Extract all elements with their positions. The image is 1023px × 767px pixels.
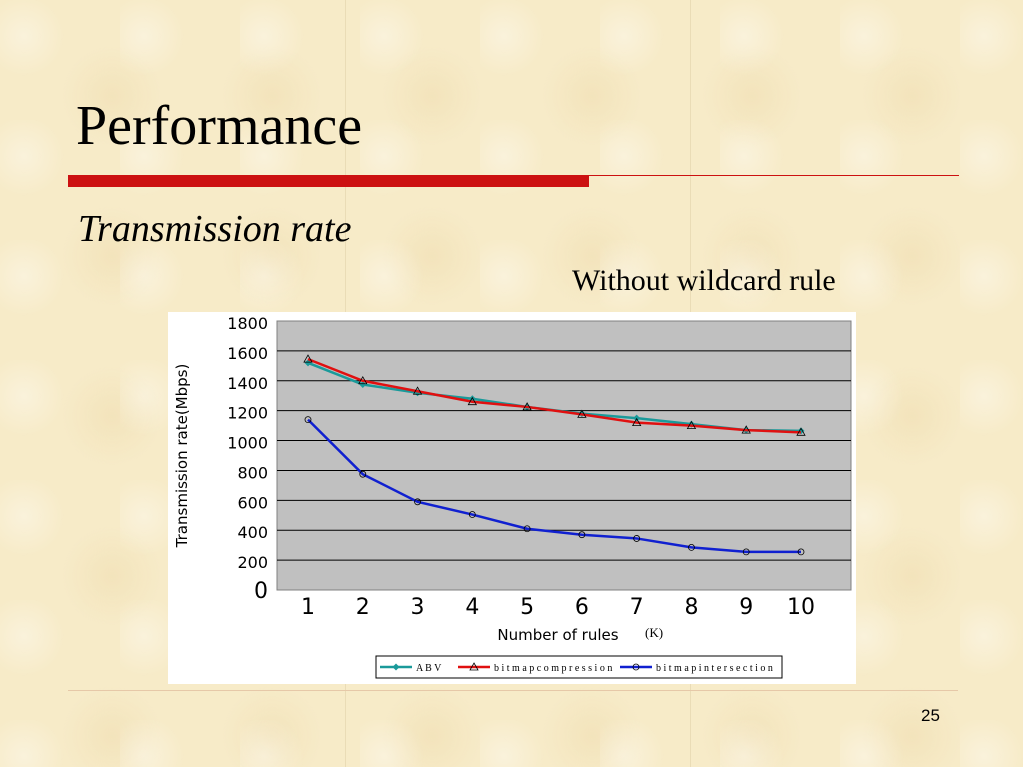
y-tick-label: 600 <box>237 493 268 512</box>
y-tick-label: 1800 <box>227 314 268 333</box>
y-tick-label: 1600 <box>227 344 268 363</box>
data-point <box>414 498 421 506</box>
data-point <box>797 427 805 435</box>
data-point <box>796 427 806 436</box>
y-tick-label: 1200 <box>227 404 268 423</box>
plot-area <box>276 320 852 591</box>
slide-title: Performance <box>76 95 363 157</box>
line-chart: 0 200 400 600 800 1000 1200 1400 1600 1800 1 2 3 4 5 6 7… <box>173 314 852 679</box>
legend-label: b i t m a p i n t e r s e c t i o n <box>656 663 773 674</box>
data-point <box>468 395 476 403</box>
data-point <box>522 402 532 411</box>
y-tick-label: 800 <box>237 463 268 482</box>
slide-subtitle: Transmission rate <box>78 208 352 250</box>
x-tick-label: 4 <box>465 595 479 620</box>
x-tick-label: 6 <box>575 595 589 620</box>
data-point <box>358 375 368 385</box>
y-tick-label: 1000 <box>227 434 268 453</box>
data-point <box>797 548 805 556</box>
data-point <box>467 396 478 406</box>
y-tick-label: 1400 <box>227 374 268 393</box>
title-rule-thin <box>589 175 959 176</box>
legend-label: A B V <box>416 663 442 674</box>
x-axis-unit: (K) <box>645 625 663 640</box>
legend-marker <box>469 662 479 671</box>
data-point <box>688 544 695 551</box>
data-point <box>523 525 531 533</box>
y-tick-label: 0 <box>254 579 268 604</box>
title-rule-thick <box>68 175 589 187</box>
legend-marker <box>632 663 640 671</box>
x-tick-label: 7 <box>630 595 644 620</box>
x-tick-label: 2 <box>356 595 370 620</box>
x-tick-label: 1 <box>301 595 315 620</box>
x-tick-label: 9 <box>739 595 753 620</box>
data-point <box>686 420 697 430</box>
data-point <box>359 381 367 389</box>
series-line-3 <box>307 418 801 554</box>
legend-box <box>375 655 783 679</box>
legend-marker <box>392 663 400 671</box>
x-tick-label: 3 <box>411 595 425 620</box>
data-point <box>633 535 641 542</box>
y-tick-label: 400 <box>237 523 268 542</box>
data-point <box>412 386 423 395</box>
y-tick-label: 200 <box>237 553 268 572</box>
page-number: 25 <box>921 706 940 725</box>
y-axis-label: Transmission rate(Mbps) <box>173 364 191 549</box>
x-axis-label: Number of rules <box>497 626 618 644</box>
data-point <box>631 417 642 427</box>
x-tick-label: 5 <box>520 595 534 620</box>
data-point <box>578 531 586 539</box>
footer-rule <box>68 690 958 691</box>
data-point <box>468 511 476 518</box>
chart-caption: Without wildcard rule <box>572 264 836 297</box>
x-tick-label: 10 <box>787 595 815 620</box>
data-point <box>742 548 750 556</box>
data-point <box>303 354 313 363</box>
chart-image: 0 200 400 600 800 1000 1200 1400 1600 1800 1 2 3 4 5 6 7… <box>168 312 856 684</box>
data-point <box>577 409 587 418</box>
x-tick-label: 8 <box>684 595 698 620</box>
series-line-2 <box>307 357 802 434</box>
data-point <box>304 416 312 424</box>
data-point <box>359 470 367 478</box>
data-point <box>741 425 751 434</box>
legend-label: b i t m a p c o m p r e s s i o n <box>494 663 612 674</box>
